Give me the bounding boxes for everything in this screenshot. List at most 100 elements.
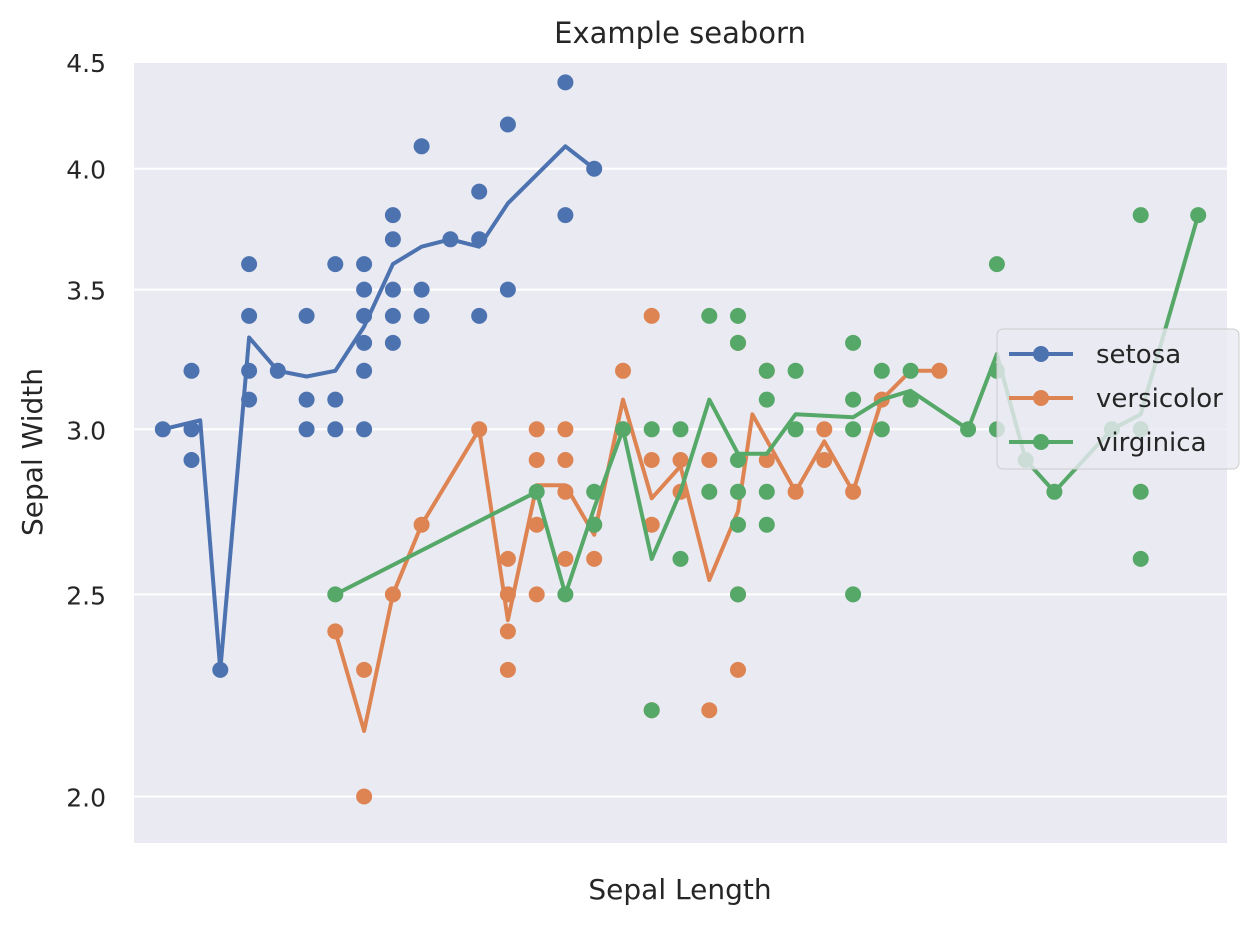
setosa-point [298, 421, 315, 438]
setosa-point [413, 281, 430, 298]
virginica-point [730, 334, 746, 351]
virginica-point [730, 586, 746, 603]
series-layer [154, 74, 1207, 805]
y-axis-label: Sepal Width [16, 368, 49, 536]
virginica-point [1046, 483, 1063, 500]
virginica-point [1190, 207, 1207, 224]
virginica-point [845, 421, 862, 438]
series-setosa [154, 74, 603, 678]
versicolor-line [333, 368, 940, 733]
series-versicolor [327, 307, 948, 805]
setosa-point [356, 362, 373, 379]
versicolor-point [528, 421, 545, 438]
setosa-point [327, 256, 344, 273]
versicolor-point [615, 362, 631, 379]
versicolor-point [557, 421, 574, 438]
versicolor-point [499, 661, 516, 678]
virginica-point [672, 550, 689, 567]
setosa-point [471, 307, 488, 324]
setosa-point [384, 334, 401, 351]
virginica-point [758, 362, 775, 379]
setosa-point [442, 231, 459, 248]
setosa-point [212, 661, 229, 678]
setosa-point [327, 421, 344, 438]
y-tick-label: 2.5 [66, 581, 106, 610]
virginica-point [787, 362, 804, 379]
virginica-point [528, 483, 545, 500]
versicolor-point [557, 483, 574, 500]
virginica-point [873, 421, 890, 438]
virginica-point [787, 421, 804, 438]
setosa-point [241, 362, 258, 379]
virginica-point [1132, 550, 1149, 567]
versicolor-point [586, 550, 603, 567]
legend-label: setosa [1096, 340, 1181, 370]
versicolor-point [557, 550, 574, 567]
virginica-point [902, 391, 919, 408]
versicolor-point [499, 550, 516, 567]
x-axis-label: Sepal Length [588, 873, 771, 906]
setosa-point [269, 362, 286, 379]
virginica-point [672, 421, 689, 438]
setosa-point [384, 281, 401, 298]
virginica-line [334, 214, 1201, 597]
setosa-point [183, 452, 200, 468]
virginica-point [701, 307, 718, 324]
virginica-point [845, 334, 862, 351]
versicolor-point [758, 452, 775, 468]
setosa-point [356, 281, 373, 298]
setosa-point [298, 307, 315, 324]
versicolor-point [471, 421, 488, 438]
setosa-line [162, 144, 596, 672]
setosa-point [183, 362, 200, 379]
y-axis-ticks: 2.0 2.5 3.0 3.5 4.0 4.5 [66, 49, 106, 813]
versicolor-point [701, 452, 718, 468]
virginica-point [730, 452, 746, 468]
versicolor-point [528, 516, 545, 533]
virginica-point [615, 421, 631, 438]
versicolor-point [701, 702, 718, 719]
virginica-point [845, 586, 862, 603]
virginica-point [327, 586, 344, 603]
setosa-point [241, 307, 258, 324]
versicolor-point [499, 586, 516, 603]
legend-marker-swatch [1033, 390, 1049, 406]
setosa-point [384, 207, 401, 224]
setosa-point [241, 256, 258, 273]
legend-label: versicolor [1096, 384, 1223, 414]
virginica-point [643, 702, 660, 719]
y-tick-label: 2.0 [66, 784, 106, 813]
virginica-point [1132, 207, 1149, 224]
virginica-point [730, 516, 746, 533]
setosa-point [384, 231, 401, 248]
virginica-point [557, 586, 574, 603]
setosa-point [499, 116, 516, 133]
y-tick-label: 3.5 [66, 277, 106, 306]
versicolor-point [672, 452, 689, 468]
versicolor-point [356, 661, 373, 678]
versicolor-point [730, 661, 746, 678]
legend-marker-swatch [1033, 434, 1049, 450]
virginica-point [586, 516, 603, 533]
setosa-point [327, 391, 344, 408]
setosa-point [586, 160, 603, 177]
legend-frame [996, 328, 1240, 470]
versicolor-point [413, 516, 430, 533]
legend-entry-versicolor: versicolor [1009, 384, 1223, 414]
setosa-point [356, 307, 373, 324]
virginica-point [960, 421, 977, 438]
versicolor-point [643, 307, 660, 324]
virginica-point [902, 362, 919, 379]
y-tick-label: 3.0 [66, 416, 106, 445]
setosa-point [298, 391, 315, 408]
legend-entry-virginica: virginica [1009, 428, 1207, 458]
virginica-point [758, 483, 775, 500]
virginica-point [643, 421, 660, 438]
virginica-point [701, 483, 718, 500]
versicolor-point [845, 483, 862, 500]
virginica-point [730, 483, 746, 500]
virginica-point [586, 483, 603, 500]
setosa-point [471, 183, 488, 200]
virginica-point [845, 391, 862, 408]
